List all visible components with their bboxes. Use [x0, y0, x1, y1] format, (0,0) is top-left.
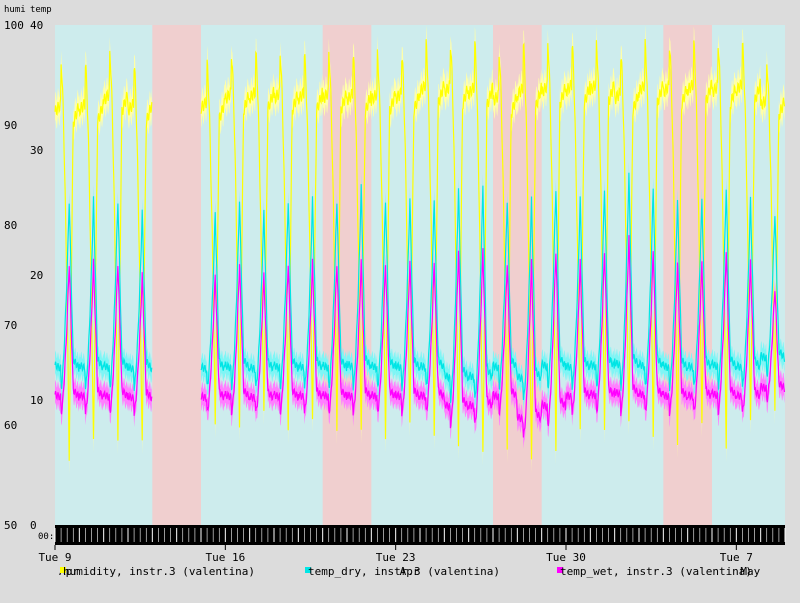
y-left-tick-label: 70	[4, 319, 17, 332]
x-tick-label: Tue 30	[546, 551, 586, 564]
series-3-range-band	[55, 247, 152, 428]
series-2-line	[200, 172, 786, 404]
series-2-line	[54, 196, 153, 391]
y-right-tick-label: 10	[30, 394, 43, 407]
series-1-line	[200, 38, 786, 460]
y-left-tick-label: 60	[4, 419, 17, 432]
y-left-tick-label: 100	[4, 19, 24, 32]
legend-swatch	[557, 567, 563, 573]
series-3-line	[54, 258, 153, 416]
x-tick-label: Tue 23	[376, 551, 416, 564]
legend-label: temp_dry, instr.3 (valentina)	[308, 565, 500, 578]
series-layer	[54, 25, 786, 475]
legend-label: humidity, instr.3 (valentina)	[63, 565, 255, 578]
series-2-range-band	[55, 185, 152, 403]
y-left-tick-label: 50	[4, 519, 17, 532]
y-right-tick-label: 30	[30, 144, 43, 157]
legend-swatch	[60, 567, 66, 573]
y-left-tick-label: 90	[4, 119, 17, 132]
y-left-tick-label: 80	[4, 219, 17, 232]
weekend-band	[152, 25, 201, 525]
series-3	[54, 224, 786, 449]
x-month-label: May	[740, 565, 760, 578]
x-tick-label: Tue 7	[720, 551, 753, 564]
x-start-label: 00:	[38, 532, 54, 542]
left-axis-header: humi	[4, 5, 26, 15]
series-3-line	[200, 235, 786, 438]
right-axis-header: temp	[30, 5, 52, 15]
y-right-tick-label: 20	[30, 269, 43, 282]
y-right-tick-label: 0	[30, 519, 37, 532]
series-2	[54, 161, 786, 415]
legend-label: temp_wet, instr.3 (valentina)	[560, 565, 752, 578]
legend: humidity, instr.3 (valentina) temp_dry, i…	[60, 565, 752, 578]
y-right-tick-label: 40	[30, 19, 43, 32]
x-month-label: Apr	[400, 565, 420, 578]
x-tick-label: Tue 9	[38, 551, 71, 564]
legend-swatch	[305, 567, 311, 573]
x-tick-label: Tue 16	[205, 551, 245, 564]
